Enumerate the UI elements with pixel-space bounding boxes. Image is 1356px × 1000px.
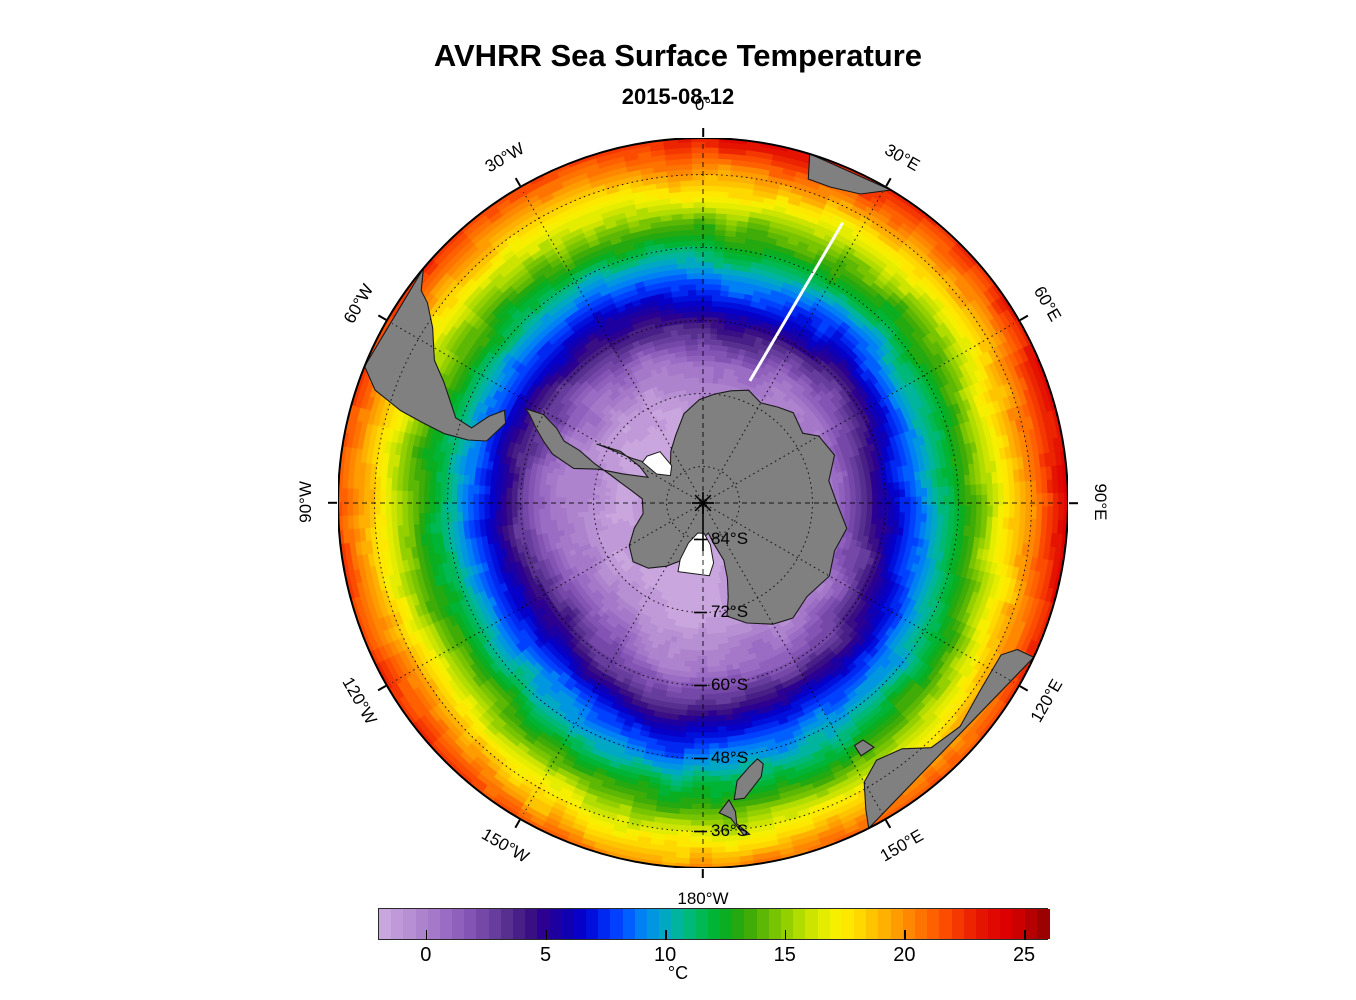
lat-label-48S: 48°S xyxy=(711,747,749,767)
colorbar-tick xyxy=(665,930,667,940)
lon-label-180W: 180°W xyxy=(677,889,729,908)
lon-label-90E: 90°E xyxy=(1091,483,1110,521)
colorbar-tick xyxy=(545,930,548,940)
lon-tick xyxy=(1069,502,1078,504)
colorbar-ticks xyxy=(378,908,1048,940)
colorbar-tick-label: 15 xyxy=(773,944,796,966)
colorbar-tick-label: 25 xyxy=(1012,944,1036,966)
lon-label-90W: 90°W xyxy=(296,481,315,523)
colorbar-gradient xyxy=(378,908,1050,940)
polar-map[interactable] xyxy=(338,138,1068,868)
map-canvas xyxy=(338,138,1068,868)
lat-label-60S: 60°S xyxy=(711,674,749,694)
colorbar-tick-label: 20 xyxy=(893,944,916,966)
colorbar-tick xyxy=(1024,930,1026,940)
colorbar-tick-label: 0 xyxy=(420,944,432,966)
lat-label-84S: 84°S xyxy=(711,528,749,548)
lat-label-72S: 72°S xyxy=(711,601,749,621)
lon-tick xyxy=(328,502,337,504)
lon-tick xyxy=(702,869,704,878)
colorbar[interactable] xyxy=(378,908,1050,940)
lon-label-0: 0° xyxy=(694,95,712,114)
colorbar-tick xyxy=(425,930,428,940)
page-title: AVHRR Sea Surface Temperature xyxy=(433,38,923,73)
page-subtitle: 2015-08-12 xyxy=(621,84,735,109)
colorbar-tick-label: 5 xyxy=(539,944,552,966)
colorbar-tick-label: 10 xyxy=(654,944,677,966)
map-disc xyxy=(338,138,1068,868)
colorbar-tick xyxy=(904,930,906,940)
lon-tick xyxy=(702,128,704,137)
colorbar-axis-label: °C xyxy=(667,963,689,983)
colorbar-tick xyxy=(784,930,787,940)
lat-label-36S: 36°S xyxy=(711,820,749,840)
